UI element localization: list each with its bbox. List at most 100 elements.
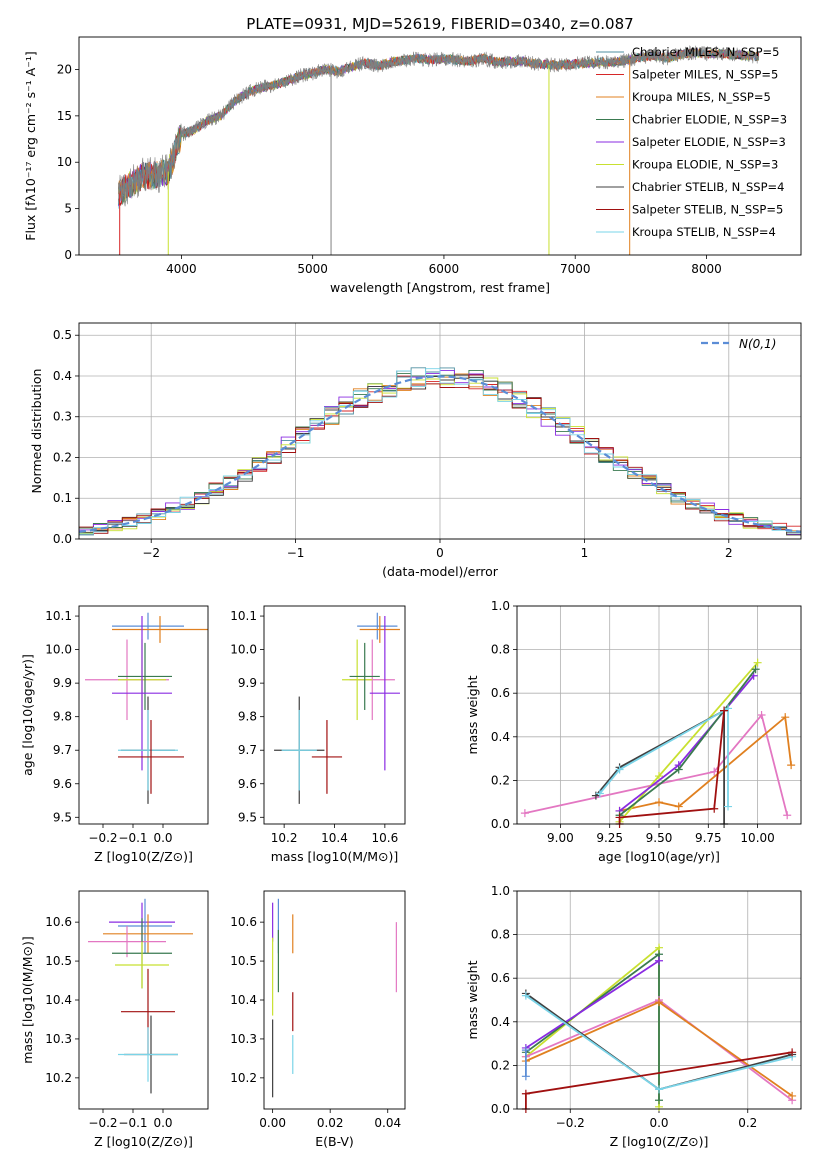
y-tick-label: 1.0	[491, 884, 510, 898]
y-axis-label: mass weight	[465, 960, 480, 1039]
weight-marker	[655, 772, 663, 781]
weight-marker	[710, 804, 719, 813]
x-axis-label: (data-model)/error	[382, 564, 499, 579]
x-axis-label: Z [log10(Z/Z⊙)]	[94, 1134, 193, 1149]
panel-age-vs-mass: 10.2 10.4 10.6 9.5 9.6 9.7 9.8 9.9 10.0 10.1 mass …	[230, 605, 406, 864]
y-tick-label: 0.0	[491, 817, 510, 831]
y-tick-label: 10	[57, 155, 72, 169]
legend-entry: Salpeter STELIB, N_SSP=5	[632, 203, 783, 217]
y-tick-label: 10.6	[230, 915, 257, 929]
x-tick-label: 0	[436, 546, 444, 560]
x-tick-label: 10.6	[371, 831, 398, 845]
y-tick-label: 0.3	[53, 410, 72, 424]
legend-entry: Chabrier ELODIE, N_SSP=3	[632, 113, 787, 127]
y-tick-label: 0.1	[53, 491, 72, 505]
y-tick-label: 0.0	[53, 532, 72, 546]
y-tick-label: 9.9	[53, 676, 72, 690]
x-tick-label: −2	[142, 546, 160, 560]
y-tick-label: 9.5	[53, 810, 72, 824]
y-tick-label: 10.2	[230, 1071, 257, 1085]
y-axis-label: mass weight	[465, 675, 480, 754]
y-tick-label: 10.5	[45, 954, 72, 968]
weight-marker	[781, 713, 790, 722]
y-tick-label: 9.8	[238, 710, 257, 724]
weight-marker	[521, 1072, 530, 1081]
x-tick-label: 5000	[297, 262, 328, 276]
weight-marker	[787, 761, 796, 770]
x-tick-label: 0.02	[317, 1116, 344, 1130]
y-tick-label: 0.4	[53, 369, 72, 383]
plot-frame	[78, 890, 209, 1110]
y-tick-label: 9.5	[238, 810, 257, 824]
y-tick-label: 10.0	[230, 643, 257, 657]
y-tick-label: 0.4	[491, 730, 510, 744]
y-tick-label: 0.2	[491, 773, 510, 787]
panel-residuals: −2 −1 0 1 2 0.0 0.1 0.2 0.3 0.4 0.5 (data-model)/er…	[29, 322, 802, 579]
x-tick-label: 4000	[166, 262, 197, 276]
y-axis-label: mass [log10(M/M⊙)]	[20, 936, 35, 1064]
y-tick-label: 0.2	[491, 1058, 510, 1072]
y-tick-label: 10.3	[45, 1032, 72, 1046]
y-axis-label: Normed distribution	[29, 369, 44, 494]
x-tick-label: 0.2	[738, 1116, 757, 1130]
y-tick-label: 9.8	[53, 710, 72, 724]
weight-line	[525, 960, 660, 1049]
y-tick-label: 10.4	[230, 993, 257, 1007]
y-tick-label: 1.0	[491, 599, 510, 613]
legend-entry: Chabrier STELIB, N_SSP=4	[632, 180, 784, 194]
weight-marker	[788, 1048, 797, 1057]
weight-marker	[521, 1046, 530, 1055]
x-tick-label: 1	[581, 546, 589, 560]
weight-marker	[674, 802, 683, 811]
weight-marker	[521, 1089, 530, 1098]
x-axis-label: Z [log10(Z/Z⊙)]	[610, 1134, 709, 1149]
spectrum-data-line	[118, 45, 759, 207]
plot-frame	[78, 36, 802, 256]
weight-marker	[521, 991, 530, 1000]
y-tick-label: 0.4	[491, 1015, 510, 1029]
weight-marker	[520, 809, 529, 818]
panel-mass-vs-ebv: 0.00 0.02 0.04 10.2 10.3 10.4 10.5 10.6 E(B-V)	[230, 890, 406, 1149]
x-tick-label: 9.25	[596, 831, 623, 845]
x-axis-label: mass [log10(M/M⊙)]	[271, 849, 399, 864]
y-tick-label: 0.6	[491, 971, 510, 985]
weight-marker	[655, 998, 663, 1007]
panel-weight-vs-z: −0.2 0.0 0.2 0.0 0.2 0.4 0.6 0.8 1.0 Z [log10(Z/Z…	[465, 884, 802, 1149]
legend-entry: Kroupa ELODIE, N_SSP=3	[632, 158, 778, 172]
x-tick-label: 6000	[429, 262, 460, 276]
x-tick-label: 9.50	[646, 831, 673, 845]
panel-spectrum: 4000 5000 6000 7000 8000 0 5 10 15 20 wavelength […	[23, 36, 802, 295]
y-tick-label: 10.1	[230, 609, 257, 623]
x-tick-label: 10.2	[271, 831, 298, 845]
plot-frame	[516, 890, 802, 1110]
y-tick-label: 10.1	[45, 609, 72, 623]
y-axis-label: age [log10(age/yr)]	[20, 654, 35, 776]
y-tick-label: 9.7	[53, 743, 72, 757]
x-tick-label: 10.4	[321, 831, 348, 845]
x-tick-label: 0.0	[649, 1116, 668, 1130]
y-tick-label: 0.8	[491, 928, 510, 942]
y-tick-label: 10.3	[230, 1032, 257, 1046]
weight-marker	[757, 711, 766, 719]
y-tick-label: 0.0	[491, 1102, 510, 1116]
y-tick-label: 5	[64, 202, 72, 216]
weight-marker	[674, 765, 683, 774]
legend-entry: Chabrier MILES, N_SSP=5	[632, 45, 779, 59]
weight-marker	[724, 802, 733, 811]
weight-marker	[615, 765, 624, 774]
legend-entry: Salpeter MILES, N_SSP=5	[632, 68, 778, 82]
normal-curve	[79, 375, 801, 533]
figure-title: PLATE=0931, MJD=52619, FIBERID=0340, z=0…	[246, 15, 633, 33]
x-tick-label: 9.75	[695, 831, 722, 845]
weight-marker	[655, 1085, 663, 1094]
x-tick-label: −1	[287, 546, 305, 560]
panel-age-vs-z: −0.2 −0.1 0.0 9.5 9.6 9.7 9.8 9.9 10.0 10.1 Z [log…	[20, 605, 209, 864]
y-tick-label: 9.9	[238, 676, 257, 690]
x-tick-label: 0.00	[259, 1116, 286, 1130]
weight-marker	[655, 1096, 663, 1105]
plot-frame	[263, 605, 406, 825]
weight-marker	[615, 813, 624, 822]
weight-line	[595, 709, 725, 824]
x-tick-label: 8000	[691, 262, 722, 276]
